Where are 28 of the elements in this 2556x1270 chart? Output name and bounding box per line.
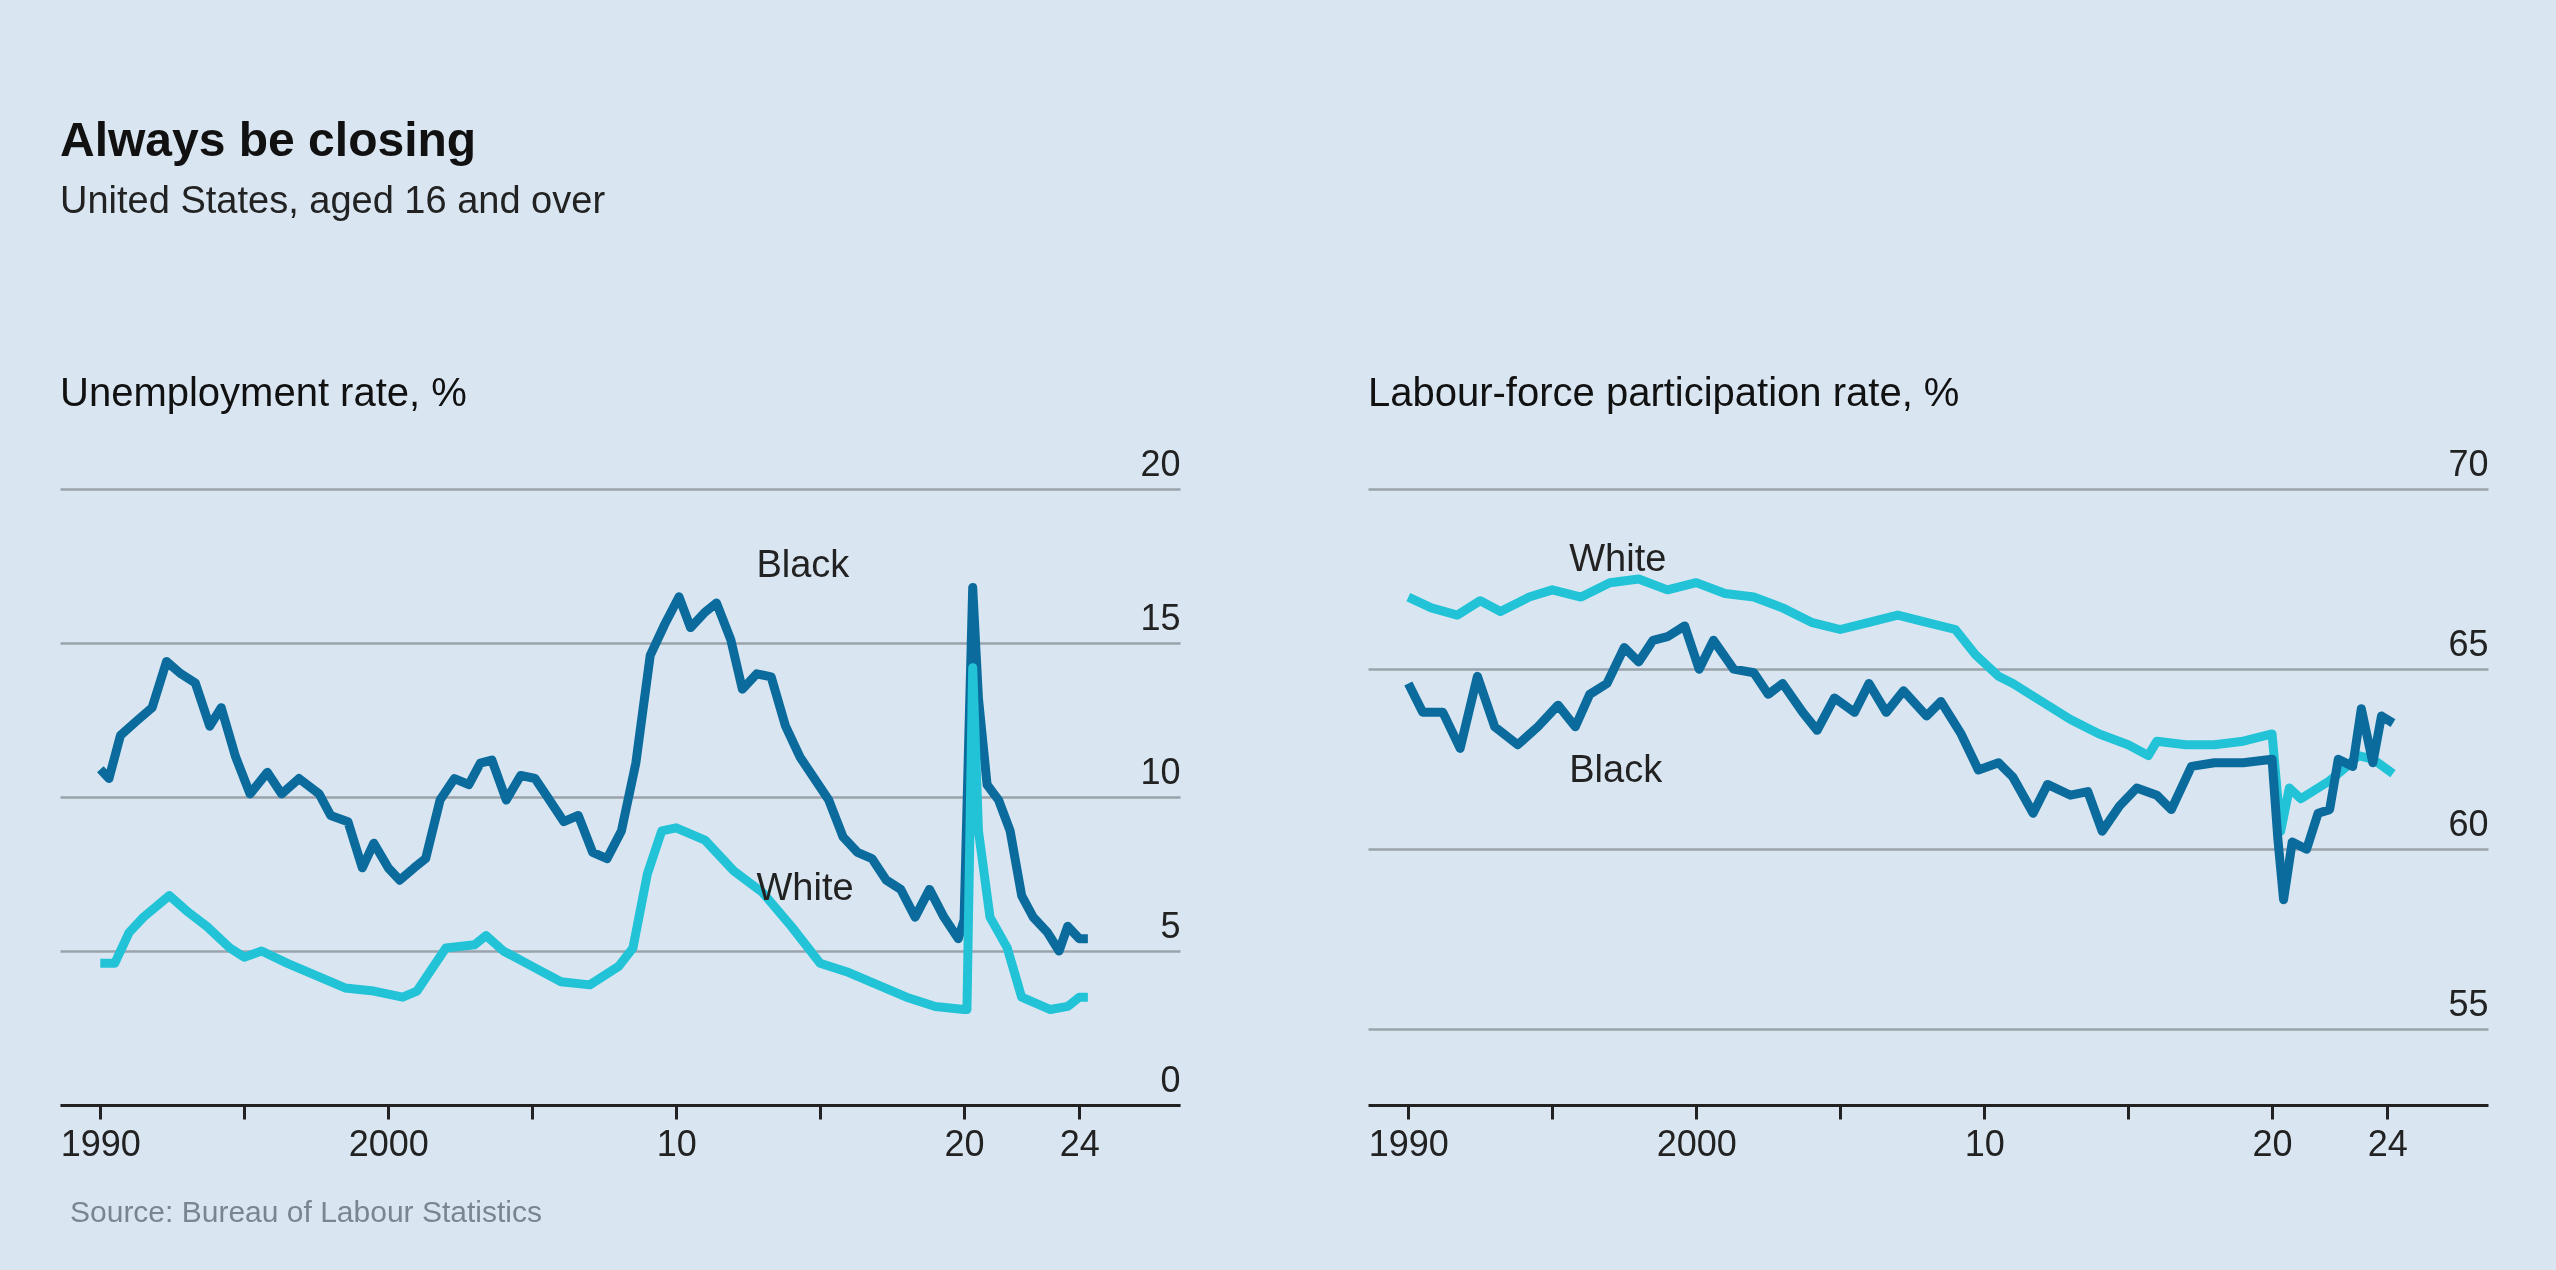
x-tick-label: 10 bbox=[656, 1122, 697, 1164]
x-tick-label: 20 bbox=[2252, 1122, 2293, 1164]
series-label: Black bbox=[1569, 748, 1664, 791]
y-tick-label: 60 bbox=[2448, 802, 2489, 844]
x-tick-label: 1990 bbox=[60, 1122, 141, 1164]
x-tick-label: 24 bbox=[1059, 1122, 1100, 1164]
x-tick-label: 24 bbox=[2367, 1122, 2408, 1164]
x-tick-label: 20 bbox=[944, 1122, 985, 1164]
x-tick-label: 1990 bbox=[1368, 1122, 1449, 1164]
series-label: White bbox=[1569, 537, 1667, 580]
y-tick-label: 20 bbox=[1140, 442, 1181, 484]
y-axis-title: Unemployment rate, % bbox=[60, 370, 468, 416]
x-tick-label: 10 bbox=[1964, 1122, 2005, 1164]
y-tick-label: 70 bbox=[2448, 442, 2489, 484]
y-tick-label: 10 bbox=[1140, 750, 1181, 792]
y-tick-label: 55 bbox=[2448, 982, 2489, 1024]
y-axis-title: Labour-force participation rate, % bbox=[1368, 370, 1961, 416]
series-label: White bbox=[756, 866, 854, 909]
y-tick-label: 65 bbox=[2448, 622, 2489, 664]
y-tick-label: 0 bbox=[1160, 1058, 1181, 1100]
y-tick-label: 15 bbox=[1140, 596, 1181, 638]
source-note: Source: Bureau of Labour Statistics bbox=[70, 1195, 542, 1229]
x-tick-label: 2000 bbox=[1656, 1122, 1737, 1164]
x-tick-label: 2000 bbox=[348, 1122, 429, 1164]
series-label: Black bbox=[756, 542, 851, 585]
chart-subtitle: United States, aged 16 and over bbox=[60, 179, 606, 222]
chart-title: Always be closing bbox=[60, 112, 478, 167]
y-tick-label: 5 bbox=[1160, 904, 1181, 946]
